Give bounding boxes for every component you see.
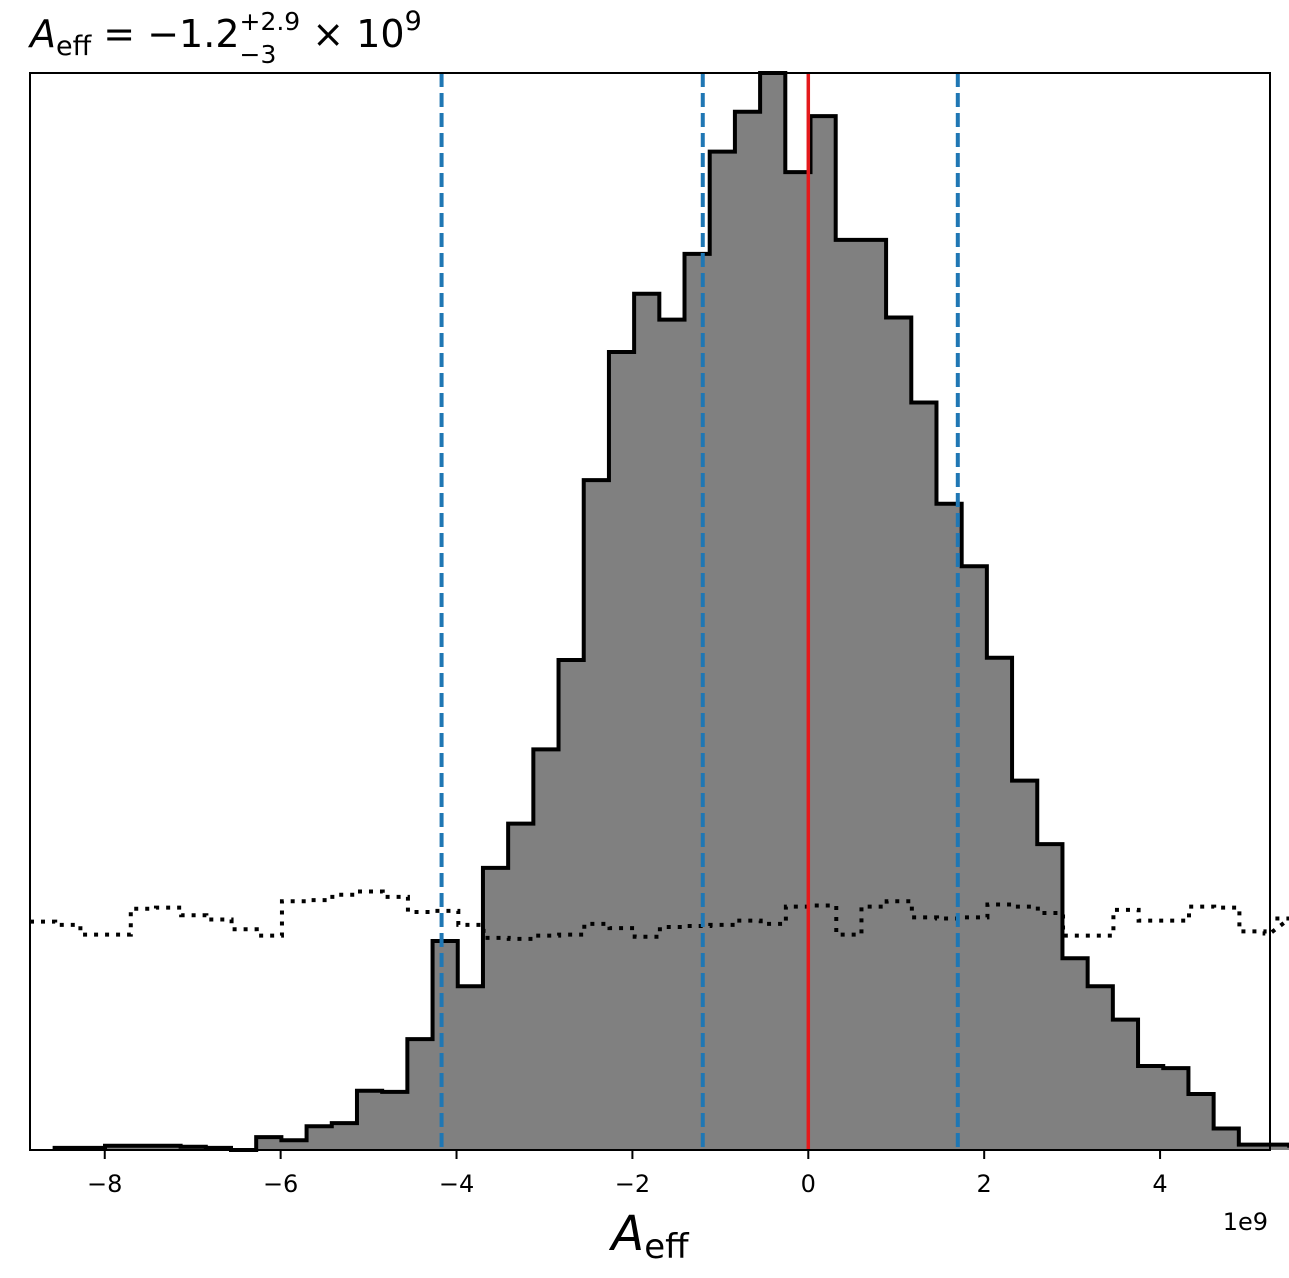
posterior-bar xyxy=(1188,1093,1215,1150)
title-value: −1.2 xyxy=(147,12,239,56)
title-subscript: eff xyxy=(56,31,93,62)
posterior-bar xyxy=(1062,958,1089,1150)
x-tick-label: −4 xyxy=(439,1170,474,1198)
posterior-bar xyxy=(482,867,509,1150)
axes-frame xyxy=(29,72,1271,1151)
posterior-bar xyxy=(684,253,711,1150)
posterior-bar xyxy=(105,1145,131,1150)
x-tick-label: 4 xyxy=(1152,1170,1167,1198)
x-tick-label: −2 xyxy=(615,1170,650,1198)
posterior-bar xyxy=(155,1145,182,1150)
posterior-bar xyxy=(608,351,635,1150)
posterior-bar xyxy=(583,480,610,1151)
x-tick-label: −8 xyxy=(87,1170,122,1198)
posterior-bar xyxy=(457,986,484,1150)
posterior-bar xyxy=(1213,1128,1240,1150)
posterior-bar xyxy=(734,111,761,1151)
posterior-bar xyxy=(508,823,534,1150)
posterior-bar xyxy=(1238,1144,1265,1150)
title-times: × 10 xyxy=(300,12,404,56)
x-axis-label: Aeff xyxy=(608,1206,690,1267)
x-tick-label: 2 xyxy=(977,1170,992,1198)
title-exponent: 9 xyxy=(405,6,422,37)
x-label-subscript: eff xyxy=(644,1227,690,1267)
posterior-bar xyxy=(1163,1068,1189,1150)
posterior-bar xyxy=(382,1091,408,1150)
posterior-bar xyxy=(356,1090,383,1150)
posterior-bar xyxy=(306,1126,333,1150)
posterior-bar xyxy=(558,659,585,1150)
posterior-bar xyxy=(533,749,560,1150)
x-axis-ticks: −8 −6 −4 −2 0 2 4 xyxy=(87,1150,1168,1198)
posterior-bar xyxy=(1112,1019,1139,1150)
posterior-bar xyxy=(407,1039,434,1150)
posterior-bar xyxy=(331,1123,358,1150)
posterior-bar xyxy=(432,941,459,1150)
posterior-bar xyxy=(130,1145,156,1150)
posterior-bar xyxy=(709,151,736,1151)
title-upper-error: +2.9 xyxy=(240,7,301,36)
title-equals: = xyxy=(91,12,147,56)
posterior-bar xyxy=(886,317,912,1150)
posterior-bar xyxy=(281,1140,308,1150)
posterior-bar xyxy=(634,293,660,1150)
posterior-bar xyxy=(1138,1065,1164,1150)
posterior-bar xyxy=(1037,844,1063,1150)
plot-area xyxy=(30,71,1289,1152)
posterior-bar xyxy=(860,239,887,1150)
posterior-bar xyxy=(810,116,837,1151)
posterior-bar xyxy=(256,1137,282,1150)
posterior-bar xyxy=(961,566,988,1150)
x-tick-label: 0 xyxy=(801,1170,816,1198)
x-tick-label: −6 xyxy=(263,1170,298,1198)
posterior-bar xyxy=(1087,986,1114,1150)
chart-title: Aeff = −1.2+2.9 −3 × 109 xyxy=(27,6,422,69)
posterior-bar xyxy=(760,73,786,1150)
posterior-bar xyxy=(1012,780,1038,1150)
title-symbol: A xyxy=(27,12,56,56)
posterior-bar xyxy=(911,402,937,1150)
posterior-bar xyxy=(1264,1144,1289,1150)
x-axis-offset-label: 1e9 xyxy=(1223,1208,1268,1236)
title-lower-error: −3 xyxy=(240,40,277,69)
posterior-bar xyxy=(835,239,862,1150)
posterior-bar xyxy=(659,319,686,1150)
posterior-outline xyxy=(52,71,1289,1152)
x-label-symbol: A xyxy=(608,1206,644,1262)
